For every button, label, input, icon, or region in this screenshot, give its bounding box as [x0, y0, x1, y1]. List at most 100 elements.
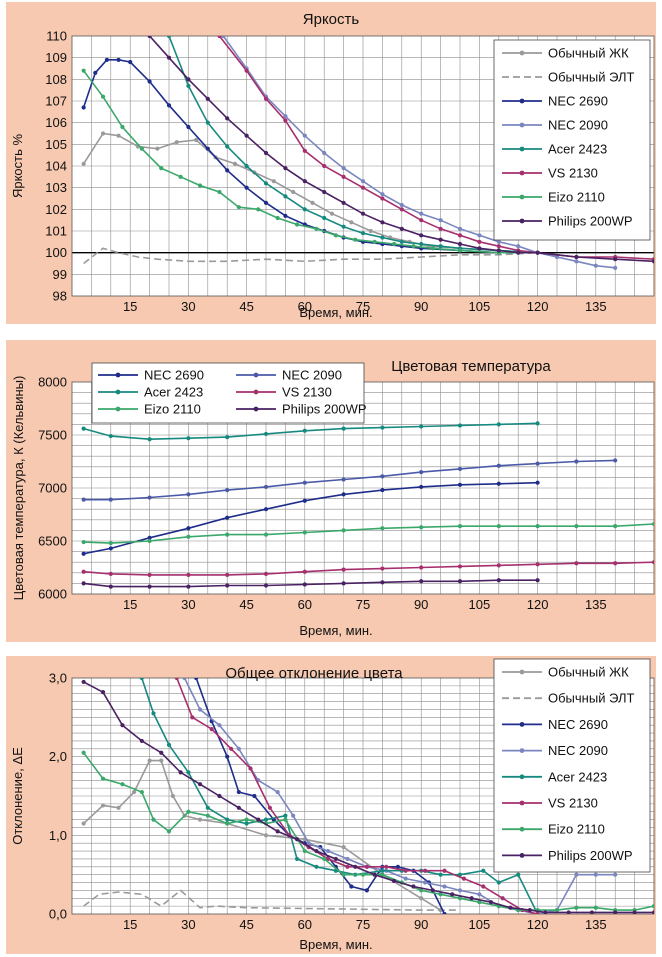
legend-box: [493, 39, 651, 241]
legend-label: Acer 2423: [548, 142, 607, 157]
series-nec-2090-point: [302, 133, 307, 138]
series-обычный-жк-point: [368, 228, 373, 234]
x-tick-label: 45: [239, 299, 253, 314]
series-vs-2130-point: [422, 868, 428, 873]
series-обычный-жк-point: [131, 789, 137, 795]
legend-box: [91, 362, 365, 424]
series-vs-2130-point: [108, 571, 113, 576]
series-vs-2130-point: [174, 678, 179, 681]
legend-label: Acer 2423: [144, 385, 203, 400]
series-nec-2090-point: [197, 707, 203, 712]
series-philips-200wp-point: [566, 910, 571, 914]
series-vs-2130-point: [399, 207, 404, 212]
series-eizo-2110-point: [166, 829, 172, 834]
legend-label: Acer 2423: [548, 769, 607, 784]
x-tick-label: 45: [239, 917, 253, 932]
legend-label: VS 2130: [282, 385, 332, 400]
legend-label: Обычный ЭЛТ: [548, 691, 635, 706]
legend-label: Обычный ЭЛТ: [548, 70, 635, 85]
series-nec-2090-point: [535, 461, 540, 466]
series-nec-2090-line: [183, 678, 616, 914]
y-tick-label: 108: [45, 72, 67, 87]
x-tick-label: 15: [123, 299, 137, 314]
x-tick-label: 45: [239, 597, 253, 612]
y-tick-label: 2,0: [49, 749, 67, 764]
series-acer-2423-point: [81, 426, 86, 431]
series-philips-200wp-point: [178, 770, 183, 775]
series-nec-2090-point: [457, 226, 463, 231]
series-nec-2690-point: [128, 59, 133, 65]
series-eizo-2110-point: [391, 241, 397, 247]
series-nec-2090-point: [442, 884, 447, 889]
series-philips-200wp-point: [159, 750, 164, 755]
series-nec-2090-point: [593, 263, 598, 268]
series-vs-2130-point: [81, 569, 86, 574]
series-nec-2090-point: [516, 244, 521, 249]
series-eizo-2110-point: [651, 521, 654, 527]
series-acer-2423-point: [341, 426, 346, 431]
y-tick-label: 3,0: [49, 671, 67, 686]
series-nec-2090-point: [422, 880, 428, 885]
legend-marker: [253, 406, 259, 412]
x-tick-label: 120: [527, 597, 549, 612]
series-nec-2090-point: [291, 813, 296, 818]
series-eizo-2110-point: [225, 532, 230, 537]
series-eizo-2110-point: [554, 907, 560, 913]
legend-marker: [519, 218, 525, 224]
series-eizo-2110-point: [205, 813, 210, 818]
series-nec-2090-point: [496, 239, 501, 244]
series-philips-200wp-point: [516, 250, 521, 255]
series-eizo-2110-point: [574, 524, 579, 529]
series-philips-200wp-point: [186, 584, 191, 589]
series-eizo-2110-point: [186, 534, 191, 539]
series-обычный-жк-point: [419, 896, 424, 901]
series-nec-2090-point: [419, 470, 424, 475]
series-acer-2423-point: [294, 856, 300, 862]
series-обычный-элт-line: [83, 247, 538, 265]
legend-label: Обычный ЖК: [548, 46, 629, 61]
series-nec-2690-point: [81, 105, 86, 110]
series-acer-2423-point: [341, 224, 346, 229]
series-philips-200wp-point: [322, 189, 327, 195]
series-nec-2690-point: [349, 884, 354, 889]
series-philips-200wp-point: [651, 259, 654, 264]
series-vs-2130-point: [419, 565, 424, 570]
series-nec-2090-point: [613, 458, 618, 463]
y-tick-label: 104: [45, 159, 67, 174]
series-nec-2090-point: [322, 150, 327, 156]
series-eizo-2110-point: [236, 205, 241, 210]
y-tick-label: 102: [45, 202, 67, 217]
series-vs-2130-point: [457, 233, 463, 238]
series-nec-2690-point: [194, 678, 199, 681]
series-eizo-2110-point: [217, 189, 222, 195]
y-tick-label: 98: [53, 289, 67, 304]
legend-marker: [519, 50, 525, 56]
series-eizo-2110-line: [83, 523, 654, 544]
series-nec-2690-point: [302, 498, 307, 503]
legend-marker: [519, 146, 525, 152]
series-eizo-2110-point: [81, 539, 86, 545]
series-nec-2090-point: [613, 265, 618, 270]
series-nec-2090-point: [554, 254, 560, 260]
series-acer-2423-point: [481, 868, 486, 873]
series-acer-2423-point: [360, 231, 366, 236]
x-tick-label: 30: [181, 299, 195, 314]
x-tick-label: 60: [298, 917, 312, 932]
series-philips-200wp-point: [613, 257, 618, 262]
series-group: [81, 421, 654, 589]
series-acer-2423-point: [147, 437, 152, 442]
series-обычный-жк-point: [197, 817, 203, 822]
series-philips-200wp-point: [302, 582, 307, 587]
series-eizo-2110-point: [333, 233, 338, 238]
legend-label: Eizo 2110: [548, 190, 605, 205]
legend-marker: [253, 372, 259, 378]
series-philips-200wp-point: [496, 578, 501, 583]
series-nec-2690-point: [395, 864, 401, 869]
series-philips-200wp-point: [477, 246, 482, 251]
series-philips-200wp-point: [450, 892, 455, 897]
series-philips-200wp-point: [399, 226, 404, 231]
series-acer-2423-point: [380, 235, 385, 240]
legend-marker: [519, 170, 525, 176]
series-eizo-2110-point: [263, 532, 269, 537]
series-philips-200wp-point: [147, 36, 152, 39]
